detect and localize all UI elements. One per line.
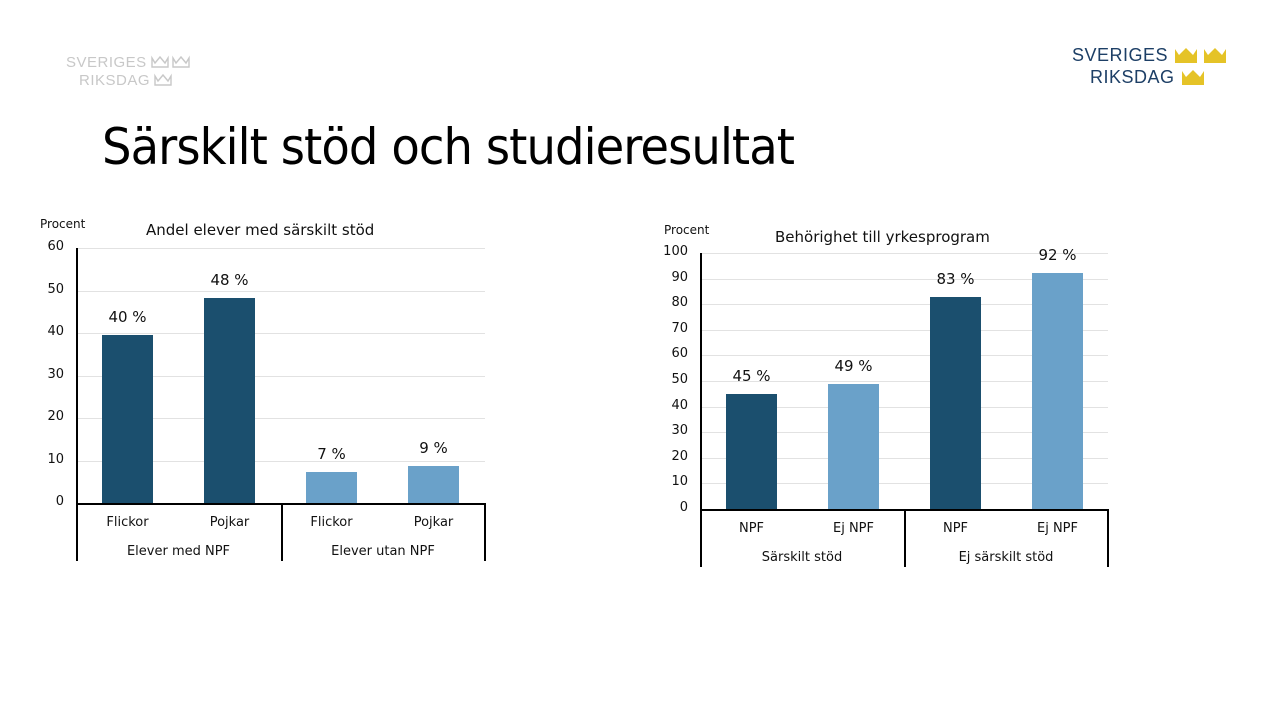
x-category-label: Ej NPF: [1037, 521, 1078, 536]
riksdag-logo-faded: SVERIGES RIKSDAG: [66, 53, 191, 89]
crown-icon: [1174, 46, 1228, 64]
chart-share-special-support: Procent Andel elever med särskilt stöd 0…: [40, 217, 486, 561]
category-group-separator: [904, 509, 906, 567]
y-tick-label: 30: [671, 423, 688, 438]
y-tick-label: 0: [679, 500, 688, 515]
y-tick-label: 70: [671, 321, 688, 336]
bar: [306, 472, 357, 503]
y-tick-label: 40: [47, 324, 64, 339]
gridline: [702, 330, 1108, 331]
x-category-label: Flickor: [106, 515, 149, 530]
y-axis: [76, 248, 78, 561]
y-tick-label: 100: [663, 244, 688, 259]
crown-icon: [1181, 68, 1206, 86]
gridline: [78, 291, 485, 292]
gridline: [702, 432, 1108, 433]
x-category-label: Ej NPF: [833, 521, 874, 536]
bar-value-label: 83 %: [936, 270, 975, 288]
chart-title: Andel elever med särskilt stöd: [146, 221, 375, 239]
gridline: [78, 418, 485, 419]
bar-value-label: 48 %: [210, 271, 249, 289]
gridline: [702, 483, 1108, 484]
chart-title: Behörighet till yrkesprogram: [775, 228, 990, 246]
y-tick-label: 20: [47, 409, 64, 424]
bar-value-label: 45 %: [732, 367, 771, 385]
gridline: [702, 279, 1108, 280]
y-tick-label: 80: [671, 295, 688, 310]
y-tick-label: 60: [47, 239, 64, 254]
bar-value-label: 92 %: [1038, 246, 1077, 264]
gridline: [702, 304, 1108, 305]
gridline: [702, 407, 1108, 408]
x-category-label: Pojkar: [209, 515, 250, 530]
y-tick-label: 40: [671, 398, 688, 413]
x-group-label: Elever utan NPF: [331, 544, 435, 559]
gridline: [78, 248, 485, 249]
y-tick-label: 50: [47, 282, 64, 297]
gridline: [78, 376, 485, 377]
x-category-label: Pojkar: [413, 515, 454, 530]
crown-icon: [154, 73, 173, 87]
bar-value-label: 7 %: [317, 445, 346, 463]
gridline: [78, 461, 485, 462]
x-group-label: Ej särskilt stöd: [958, 550, 1054, 565]
bar: [204, 298, 255, 503]
y-axis: [700, 253, 702, 567]
y-axis-unit-label: Procent: [664, 223, 710, 237]
bar: [1032, 273, 1083, 509]
y-tick-label: 50: [671, 372, 688, 387]
bar-value-label: 9 %: [419, 439, 448, 457]
category-group-right-border: [484, 503, 486, 561]
y-tick-label: 0: [55, 494, 64, 509]
x-group-label: Elever med NPF: [126, 544, 231, 559]
bar-value-label: 40 %: [108, 308, 147, 326]
logo-line1: SVERIGES: [1072, 45, 1169, 65]
logo-line2: RIKSDAG: [1090, 67, 1175, 87]
bar-value-label: 49 %: [834, 357, 873, 375]
x-group-label: Särskilt stöd: [761, 550, 843, 565]
gridline: [702, 355, 1108, 356]
gridline: [702, 458, 1108, 459]
x-category-label: NPF: [738, 521, 765, 536]
y-tick-label: 10: [47, 452, 64, 467]
bar: [408, 466, 459, 503]
x-category-label: Flickor: [310, 515, 353, 530]
category-group-right-border: [1107, 509, 1109, 567]
logo-faded-line2: RIKSDAG: [79, 71, 151, 89]
y-axis-unit-label: Procent: [40, 217, 86, 231]
y-tick-label: 10: [671, 474, 688, 489]
bar: [726, 394, 777, 509]
gridline: [702, 381, 1108, 382]
y-tick-label: 90: [671, 270, 688, 285]
y-tick-label: 60: [671, 346, 688, 361]
page-title: Särskilt stöd och studieresultat: [102, 118, 795, 176]
y-tick-label: 30: [47, 367, 64, 382]
bar: [102, 335, 153, 503]
bar: [930, 297, 981, 509]
crown-icon: [151, 55, 191, 69]
gridline: [78, 333, 485, 334]
logo-faded-line1: SVERIGES: [66, 53, 147, 71]
bar: [828, 384, 879, 509]
gridline: [702, 253, 1108, 254]
category-group-separator: [281, 503, 283, 561]
x-category-label: NPF: [942, 521, 969, 536]
riksdag-logo: SVERIGES RIKSDAG: [1072, 44, 1228, 88]
y-tick-label: 20: [671, 449, 688, 464]
